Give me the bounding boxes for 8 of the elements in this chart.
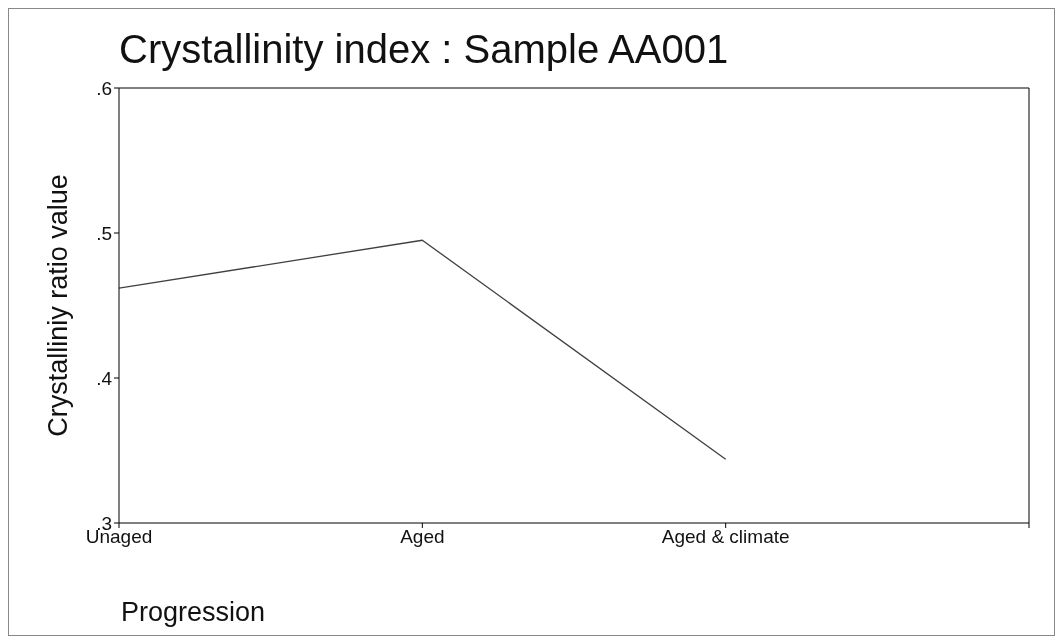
y-tick-label: .5	[96, 222, 112, 244]
x-tick-label: Aged & climate	[661, 526, 790, 548]
y-axis-title: Crystalliniy ratio value	[42, 174, 73, 437]
x-axis-title: Progression	[121, 597, 266, 628]
chart-title: Crystallinity index : Sample AA001	[119, 27, 729, 72]
x-tick-label: Aged	[400, 526, 445, 548]
y-tick-label: .4	[96, 367, 113, 389]
y-tick-label: .6	[96, 77, 112, 99]
